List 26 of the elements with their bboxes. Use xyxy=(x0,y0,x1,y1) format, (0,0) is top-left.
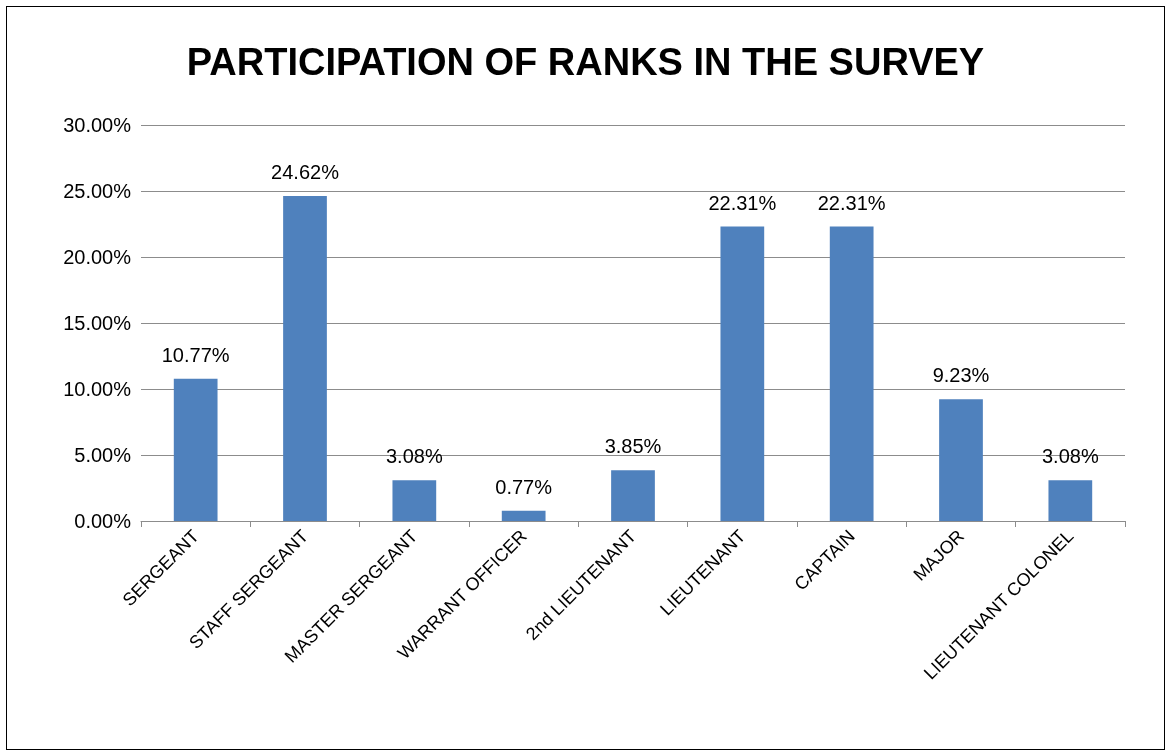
bar xyxy=(283,196,327,521)
y-tick-label: 20.00% xyxy=(63,246,132,268)
data-label: 22.31% xyxy=(708,191,777,214)
data-label: 24.62% xyxy=(271,161,340,184)
bar xyxy=(173,378,218,521)
bar xyxy=(392,480,437,521)
bar xyxy=(829,226,874,521)
bar xyxy=(1048,480,1093,521)
y-tick-label: 0.00% xyxy=(74,510,132,532)
y-tick-label: 15.00% xyxy=(63,312,132,334)
data-label: 10.77% xyxy=(161,343,230,366)
data-label: 22.31% xyxy=(817,191,886,214)
chart-title: PARTICIPATION OF RANKS IN THE SURVEY xyxy=(186,41,985,83)
data-label: 0.77% xyxy=(495,475,553,498)
data-label: 3.85% xyxy=(604,435,662,458)
data-label: 3.08% xyxy=(385,445,443,468)
y-tick-label: 5.00% xyxy=(74,444,132,466)
bar xyxy=(720,226,765,521)
bar xyxy=(939,399,983,521)
data-label: 9.23% xyxy=(932,364,990,387)
bar xyxy=(611,470,655,521)
y-tick-label: 30.00% xyxy=(63,114,132,136)
y-tick-label: 25.00% xyxy=(63,180,132,202)
y-tick-label: 10.00% xyxy=(63,378,132,400)
data-label: 3.08% xyxy=(1041,445,1099,468)
bar xyxy=(501,510,546,521)
